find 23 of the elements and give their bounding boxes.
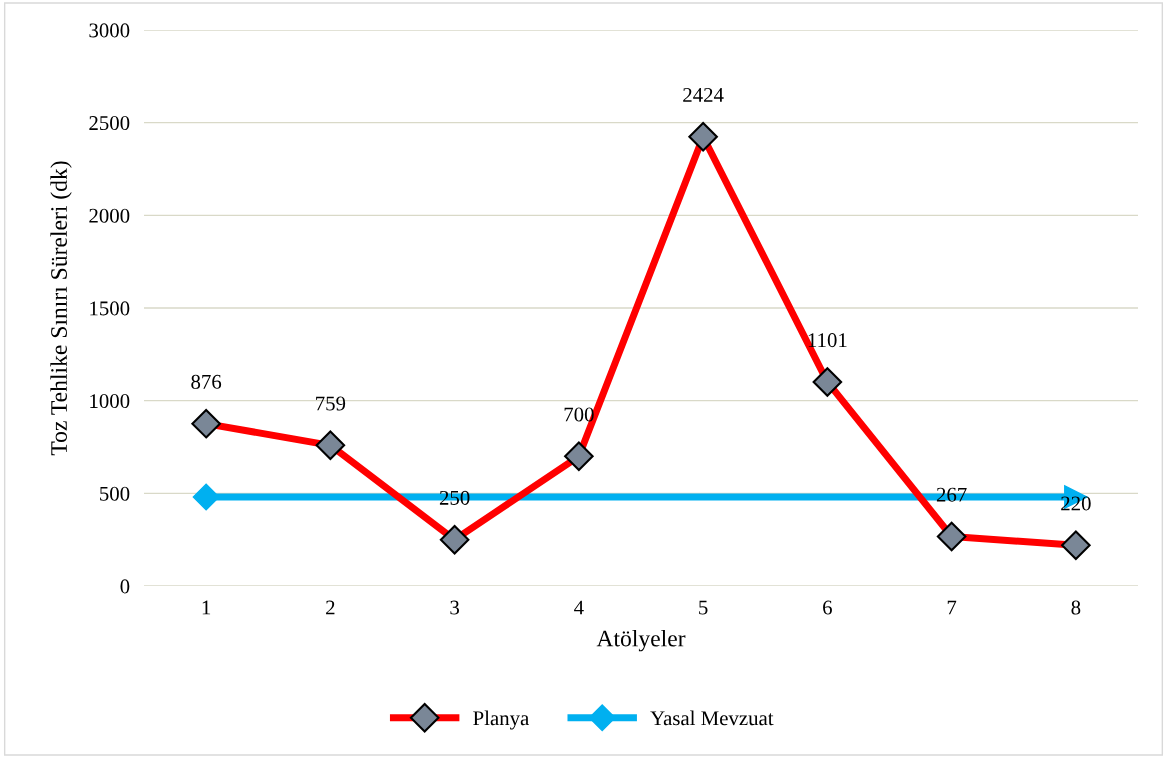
y-tick-label: 3000	[89, 23, 130, 38]
x-tick-label: 2	[326, 600, 335, 615]
data-label: 876	[191, 374, 222, 389]
x-tick-label: 6	[823, 600, 832, 615]
legend-label: Yasal Mevzuat	[650, 710, 774, 726]
legend-label: Planya	[473, 710, 529, 730]
y-tick-label: 1500	[90, 301, 130, 316]
x-axis-title: Atölyeler	[596, 629, 686, 652]
y-axis-title: Toz Tehlike Sınırı Süreleri (dk)	[50, 161, 72, 456]
x-tick-label: 1	[202, 600, 211, 615]
data-label: 759	[316, 396, 346, 411]
y-tick-label: 1000	[90, 394, 130, 409]
x-tick-label: 7	[947, 600, 957, 615]
y-tick-label: 2000	[89, 208, 130, 223]
data-label: 2424	[683, 87, 724, 102]
x-tick-label: 4	[574, 600, 584, 615]
x-tick-label: 8	[1071, 600, 1081, 615]
y-tick-label: 2500	[89, 116, 130, 131]
x-tick-label: 3	[450, 600, 460, 615]
x-tick-label: 5	[699, 600, 708, 615]
data-label: 1101	[808, 333, 847, 348]
y-tick-label: 0	[120, 579, 130, 594]
y-tick-label: 500	[100, 486, 130, 501]
